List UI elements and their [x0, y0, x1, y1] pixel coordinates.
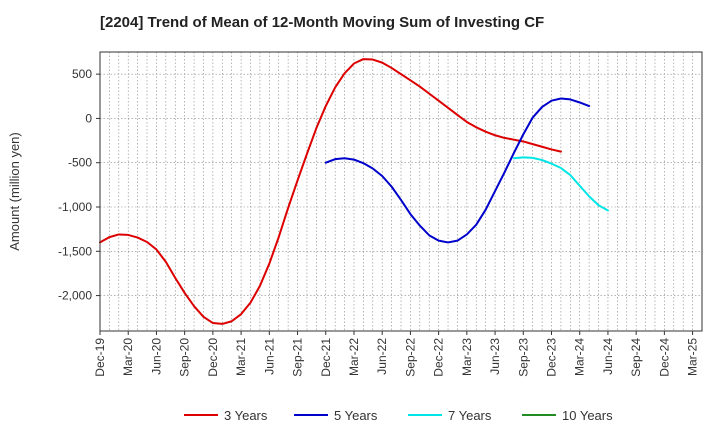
x-tick-label: Sep-21	[291, 338, 305, 377]
x-tick-label: Dec-21	[319, 338, 333, 377]
x-axis-ticks: Dec-19 Mar-20 Jun-20 Sep-20 Dec-20 Mar-21 Jun-…	[93, 331, 700, 377]
series-line-3-years	[99, 58, 562, 325]
x-tick-label: Mar-23	[460, 338, 474, 376]
x-tick-label: Jun-21	[262, 338, 276, 375]
x-tick-label: Sep-23	[516, 338, 530, 377]
y-tick-label: -1,000	[58, 200, 92, 214]
x-tick-label: Sep-22	[403, 338, 417, 377]
legend-label: 10 Years	[562, 408, 613, 423]
y-tick-label: 0	[85, 111, 92, 125]
series-line-5-years	[324, 97, 591, 244]
y-axis-label: Amount (million yen)	[7, 132, 22, 251]
y-tick-label: -500	[68, 156, 92, 170]
series-lines	[99, 58, 609, 325]
x-tick-label: Dec-20	[206, 338, 220, 377]
x-tick-label: Mar-24	[573, 338, 587, 376]
chart-title: [2204] Trend of Mean of 12-Month Moving …	[100, 14, 545, 31]
plot-frame	[99, 51, 703, 332]
x-tick-label: Jun-23	[488, 338, 502, 375]
y-axis-ticks: 500 0 -500 -1,000 -1,500 -2,000	[58, 67, 100, 303]
x-tick-label: Mar-25	[686, 338, 700, 376]
x-tick-label: Jun-24	[601, 338, 615, 375]
series-line-7-years	[512, 156, 609, 212]
x-tick-label: Dec-23	[545, 338, 559, 377]
x-tick-label: Dec-19	[93, 338, 107, 377]
grid-lines	[100, 52, 702, 331]
x-tick-label: Mar-22	[347, 338, 361, 376]
x-tick-label: Dec-22	[432, 338, 446, 377]
x-tick-label: Mar-21	[234, 338, 248, 376]
x-tick-label: Jun-22	[375, 338, 389, 375]
y-tick-label: -2,000	[58, 289, 92, 303]
legend-label: 3 Years	[224, 408, 268, 423]
legend: 3 Years 5 Years 7 Years 10 Years	[184, 408, 613, 423]
x-tick-label: Mar-20	[121, 338, 135, 376]
legend-label: 5 Years	[334, 408, 378, 423]
x-tick-label: Jun-20	[149, 338, 163, 375]
x-tick-label: Dec-24	[657, 338, 671, 377]
legend-label: 7 Years	[448, 408, 492, 423]
plot-area	[100, 52, 702, 331]
x-tick-label: Sep-20	[178, 338, 192, 377]
x-tick-label: Sep-24	[629, 338, 643, 377]
y-tick-label: -1,500	[58, 244, 92, 258]
y-tick-label: 500	[72, 67, 92, 81]
